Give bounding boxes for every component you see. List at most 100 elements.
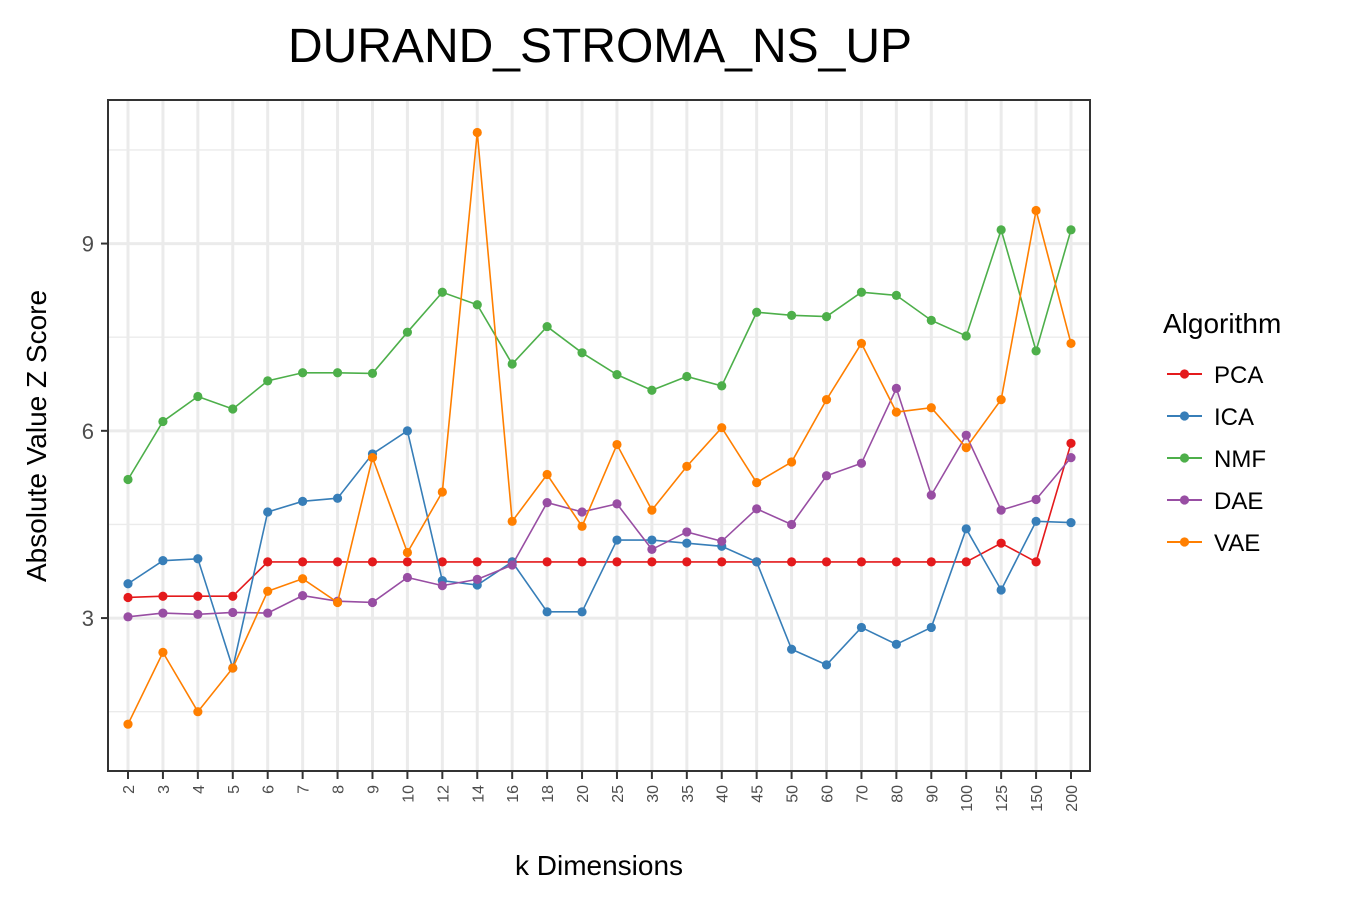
data-point-ica — [298, 496, 308, 506]
data-point-vae — [577, 521, 587, 531]
x-tick-label: 18 — [540, 785, 557, 803]
data-point-dae — [263, 608, 273, 618]
series-line-vae — [127, 132, 1072, 725]
data-point-nmf — [786, 310, 797, 320]
data-point-pca — [612, 557, 622, 567]
data-point-ica — [402, 426, 413, 436]
data-point-ica — [193, 554, 203, 564]
data-point-ica — [1031, 516, 1041, 526]
x-tick-label: 8 — [331, 785, 348, 794]
legend-title: Algorithm — [1163, 308, 1281, 339]
x-tick-label: 45 — [750, 785, 767, 803]
legend-label-vae: VAE — [1214, 530, 1260, 557]
data-point-pca — [891, 557, 901, 567]
data-point-pca — [228, 591, 238, 601]
x-tick-label: 70 — [854, 785, 871, 803]
data-point-dae — [1066, 453, 1076, 463]
y-tick-label: 3 — [82, 606, 94, 631]
data-point-nmf — [228, 404, 238, 414]
data-point-dae — [612, 499, 622, 509]
data-point-ica — [856, 622, 867, 633]
series-line-dae — [127, 386, 1072, 618]
data-point-vae — [367, 453, 378, 463]
data-point-pca — [1031, 557, 1041, 567]
x-tick-label: 5 — [226, 785, 243, 794]
data-point-vae — [821, 395, 832, 405]
legend-label-dae: DAE — [1214, 488, 1263, 515]
data-point-vae — [961, 443, 971, 453]
data-point-dae — [821, 471, 832, 481]
data-point-pca — [332, 557, 343, 567]
x-tick-label: 16 — [505, 785, 522, 803]
y-tick-label: 9 — [82, 232, 94, 257]
data-point-dae — [961, 430, 971, 440]
legend-label-pca: PCA — [1214, 362, 1263, 389]
data-point-ica — [123, 579, 133, 589]
data-point-dae — [786, 519, 797, 530]
data-point-nmf — [402, 327, 413, 337]
data-point-nmf — [298, 368, 308, 378]
legend: PCA ICA NMF DAE VAE — [1167, 362, 1266, 557]
data-point-vae — [472, 127, 482, 138]
legend-label-nmf: NMF — [1214, 446, 1266, 473]
data-point-dae — [402, 572, 413, 583]
data-point-nmf — [577, 348, 587, 358]
data-point-vae — [612, 439, 622, 450]
data-point-nmf — [472, 300, 482, 310]
data-point-ica — [682, 538, 692, 548]
data-point-nmf — [682, 371, 692, 382]
data-point-pca — [437, 557, 447, 567]
data-point-ica — [961, 524, 971, 534]
data-point-dae — [996, 505, 1006, 515]
data-point-ica — [786, 644, 797, 654]
data-point-dae — [856, 458, 867, 468]
data-point-ica — [158, 556, 168, 566]
legend-key-point-vae — [1179, 537, 1190, 547]
x-tick-label: 25 — [610, 785, 627, 803]
series-line-pca — [127, 443, 1072, 599]
data-point-pca — [193, 591, 203, 601]
x-tick-label: 40 — [715, 785, 732, 803]
chart-title: DURAND_STROMA_NS_UP — [288, 20, 912, 73]
data-point-nmf — [891, 290, 901, 300]
x-tick-label: 100 — [959, 785, 976, 812]
data-point-nmf — [158, 416, 168, 427]
data-point-dae — [752, 504, 762, 514]
x-tick-label: 9 — [365, 785, 382, 794]
data-point-dae — [228, 607, 238, 618]
data-point-pca — [577, 557, 587, 567]
data-point-dae — [158, 608, 168, 618]
series-line-ica — [127, 429, 1072, 672]
data-point-nmf — [542, 321, 552, 332]
x-tick-label: 50 — [785, 785, 802, 803]
data-point-pca — [682, 557, 692, 567]
x-tick-label: 35 — [680, 785, 697, 803]
data-point-ica — [821, 660, 832, 670]
data-point-nmf — [996, 225, 1006, 235]
data-point-vae — [926, 403, 936, 413]
data-point-ica — [926, 622, 936, 633]
data-point-vae — [786, 457, 797, 467]
data-point-vae — [437, 487, 447, 497]
data-point-ica — [1066, 517, 1076, 528]
data-point-pca — [542, 557, 552, 567]
data-point-vae — [891, 407, 901, 417]
x-tick-label: 80 — [889, 785, 906, 803]
data-point-nmf — [1066, 225, 1076, 235]
data-point-ica — [647, 535, 657, 545]
data-point-vae — [158, 647, 168, 658]
data-point-pca — [717, 557, 727, 567]
x-tick-label: 2 — [121, 785, 138, 794]
data-point-nmf — [856, 287, 867, 297]
data-point-pca — [402, 557, 413, 567]
data-point-dae — [891, 383, 901, 393]
legend-label-ica: ICA — [1214, 404, 1254, 431]
data-point-ica — [542, 607, 552, 617]
x-tick-label: 20 — [575, 785, 592, 803]
x-tick-label: 12 — [435, 785, 452, 803]
data-point-ica — [577, 607, 587, 617]
data-point-ica — [996, 585, 1006, 595]
legend-key-point-nmf — [1179, 453, 1190, 463]
data-point-vae — [228, 663, 238, 673]
